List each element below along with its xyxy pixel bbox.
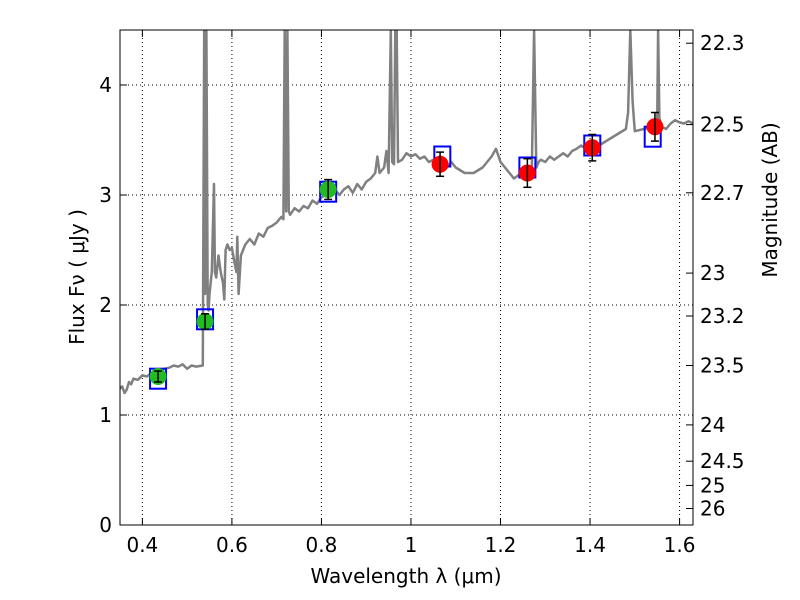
- right-tick-label: 23.5: [700, 354, 745, 378]
- right-tick-label: 22.5: [700, 113, 745, 137]
- right-tick-label: 24: [700, 413, 725, 437]
- y-tick-label: 4: [99, 73, 112, 97]
- right-tick-label: 22.3: [700, 31, 745, 55]
- x-tick-label: 1.6: [664, 533, 696, 557]
- y-tick-label: 1: [99, 403, 112, 427]
- x-tick-label: 1.4: [574, 533, 606, 557]
- x-tick-label: 1.2: [485, 533, 517, 557]
- right-tick-label: 22.7: [700, 181, 745, 205]
- y-tick-label: 3: [99, 183, 112, 207]
- x-tick-label: 0.8: [306, 533, 338, 557]
- y-tick-label: 0: [99, 513, 112, 537]
- y-axis-title: Flux Fν ( μJy ): [65, 209, 89, 345]
- y-tick-label: 2: [99, 293, 112, 317]
- x-tick-label: 0.4: [126, 533, 158, 557]
- plot-frame: [119, 29, 694, 526]
- ticks-layer: 0.4 0.6 0.8 1 1.2 1.4 1.60123422.322.522.72323…: [99, 30, 745, 557]
- right-tick-label: 23.2: [700, 304, 745, 328]
- right-tick-label: 26: [700, 497, 725, 521]
- spectrum-layer: [120, 30, 693, 395]
- spectrum-line: [120, 30, 693, 395]
- markers-layer: [149, 111, 664, 390]
- x-axis-title: Wavelength λ (μm): [310, 564, 501, 588]
- right-tick-label: 23: [700, 261, 725, 285]
- right-tick-label: 25: [700, 473, 725, 497]
- y-axis-right-title: Magnitude (AB): [758, 122, 782, 277]
- x-tick-label: 0.6: [216, 533, 248, 557]
- right-tick-label: 24.5: [700, 449, 745, 473]
- grid-layer: [120, 30, 693, 526]
- x-tick-label: 1: [405, 533, 418, 557]
